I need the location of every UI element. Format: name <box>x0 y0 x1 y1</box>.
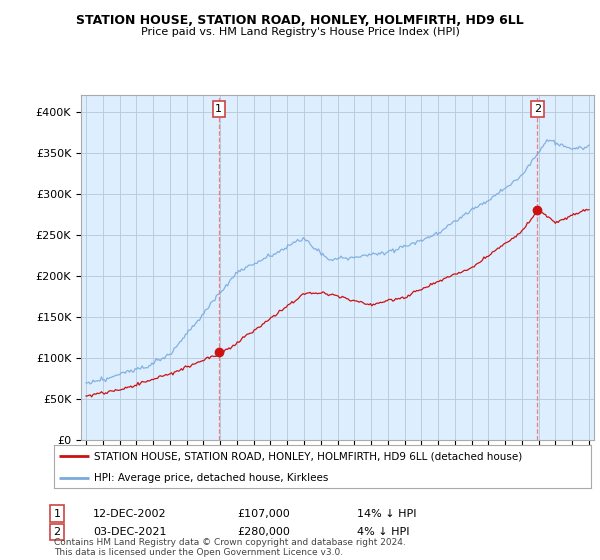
Text: STATION HOUSE, STATION ROAD, HONLEY, HOLMFIRTH, HD9 6LL: STATION HOUSE, STATION ROAD, HONLEY, HOL… <box>76 14 524 27</box>
Text: £107,000: £107,000 <box>237 508 290 519</box>
Text: 14% ↓ HPI: 14% ↓ HPI <box>357 508 416 519</box>
Text: 2: 2 <box>534 104 541 114</box>
Text: Price paid vs. HM Land Registry's House Price Index (HPI): Price paid vs. HM Land Registry's House … <box>140 27 460 37</box>
Text: STATION HOUSE, STATION ROAD, HONLEY, HOLMFIRTH, HD9 6LL (detached house): STATION HOUSE, STATION ROAD, HONLEY, HOL… <box>94 451 523 461</box>
Text: 1: 1 <box>53 508 61 519</box>
Text: £280,000: £280,000 <box>237 527 290 537</box>
Text: 03-DEC-2021: 03-DEC-2021 <box>93 527 167 537</box>
Text: 4% ↓ HPI: 4% ↓ HPI <box>357 527 409 537</box>
Text: 2: 2 <box>53 527 61 537</box>
Text: 12-DEC-2002: 12-DEC-2002 <box>93 508 167 519</box>
Text: 1: 1 <box>215 104 223 114</box>
Text: HPI: Average price, detached house, Kirklees: HPI: Average price, detached house, Kirk… <box>94 473 329 483</box>
Text: Contains HM Land Registry data © Crown copyright and database right 2024.
This d: Contains HM Land Registry data © Crown c… <box>54 538 406 557</box>
